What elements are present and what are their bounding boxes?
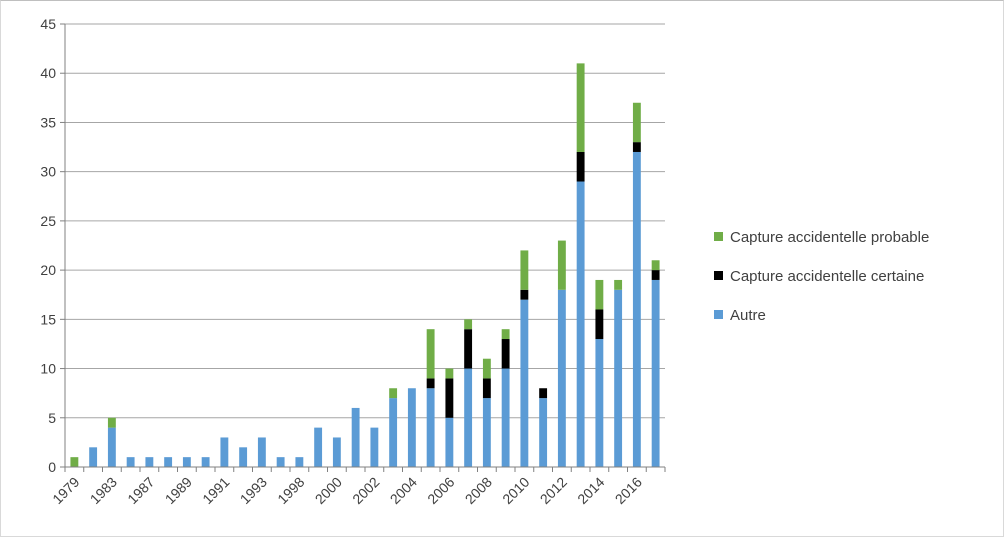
bar-capture-accidentelle-probable-2010 <box>520 250 529 290</box>
bar-autre-2009 <box>501 368 510 467</box>
bar-capture-accidentelle-certaine-2011 <box>539 388 548 399</box>
x-tick-label: 1987 <box>124 474 157 507</box>
bar-autre-2014 <box>595 339 604 467</box>
y-tick-label: 20 <box>40 262 56 278</box>
bar-capture-accidentelle-certaine-2009 <box>501 339 510 369</box>
bars <box>70 63 660 467</box>
bar-capture-accidentelle-probable-2006 <box>445 368 454 379</box>
bar-autre-2003 <box>389 398 398 467</box>
bar-capture-accidentelle-probable-1979 <box>70 457 79 467</box>
bar-autre-2000 <box>332 437 341 467</box>
legend: Capture accidentelle probable Capture acc… <box>714 229 929 324</box>
x-tick-label: 1983 <box>87 474 120 507</box>
x-axis: 1979 1983 1987 1989 1991 1993 1998 2000 2002 2004… <box>49 466 666 507</box>
legend-label: Capture accidentelle certaine <box>730 268 924 285</box>
bar-autre-1980 <box>89 447 98 467</box>
x-tick-label: 2004 <box>387 474 420 507</box>
bar-capture-accidentelle-probable-2014 <box>595 279 604 310</box>
y-tick-label: 30 <box>40 164 56 180</box>
bar-capture-accidentelle-certaine-2017 <box>651 270 660 280</box>
bar-autre-2016 <box>632 151 641 467</box>
bar-capture-accidentelle-probable-2015 <box>614 279 623 290</box>
bar-capture-accidentelle-certaine-2008 <box>482 378 491 399</box>
bar-autre-2011 <box>539 398 548 467</box>
bar-autre-1988 <box>164 457 173 467</box>
bar-capture-accidentelle-probable-2003 <box>389 388 398 399</box>
bar-autre-1999 <box>314 427 323 467</box>
bar-autre-1987 <box>145 457 154 467</box>
y-tick-label: 0 <box>48 459 56 475</box>
x-tick-label: 2000 <box>312 474 345 507</box>
bar-autre-1983 <box>107 427 116 467</box>
y-tick-label: 25 <box>40 213 56 229</box>
legend-swatch-autre <box>714 310 723 319</box>
bar-capture-accidentelle-probable-2009 <box>501 329 510 340</box>
y-tick-label: 45 <box>40 16 56 32</box>
y-tick-label: 35 <box>40 114 56 130</box>
bar-autre-1989 <box>182 457 191 467</box>
y-tick-label: 15 <box>40 311 56 327</box>
x-tick-label: 2014 <box>574 474 607 507</box>
x-tick-label: 2008 <box>462 474 495 507</box>
bar-autre-1992 <box>239 447 248 467</box>
bar-capture-accidentelle-certaine-2007 <box>464 329 473 369</box>
bar-autre-2007 <box>464 368 473 467</box>
legend-swatch-capture-accidentelle-probable <box>714 232 723 241</box>
x-tick-label: 1993 <box>237 474 270 507</box>
bar-autre-1991 <box>220 437 229 467</box>
bar-capture-accidentelle-certaine-2010 <box>520 289 529 300</box>
x-tick-label: 1998 <box>274 474 307 507</box>
x-tick-label: 2012 <box>537 474 570 507</box>
legend-label: Autre <box>730 307 766 324</box>
bar-autre-2017 <box>651 279 660 467</box>
x-tick-label: 1979 <box>49 474 82 507</box>
bar-capture-accidentelle-certaine-2006 <box>445 378 454 418</box>
y-tick-label: 40 <box>40 65 56 81</box>
bar-autre-2004 <box>407 388 416 467</box>
bar-autre-1986 <box>126 457 135 467</box>
bar-autre-1997 <box>276 457 285 467</box>
y-axis: 0 5 10 15 20 25 30 35 40 45 <box>40 16 66 475</box>
bar-capture-accidentelle-probable-2008 <box>482 358 491 379</box>
bar-autre-1990 <box>201 457 210 467</box>
x-tick-label: 2002 <box>349 474 382 507</box>
bar-capture-accidentelle-probable-2013 <box>576 63 585 152</box>
y-tick-label: 10 <box>40 361 56 377</box>
gridlines <box>65 23 665 419</box>
bar-autre-2001 <box>351 407 360 467</box>
bar-capture-accidentelle-certaine-2013 <box>576 151 585 182</box>
y-tick-label: 5 <box>48 410 56 426</box>
bar-autre-2006 <box>445 417 454 467</box>
bar-capture-accidentelle-probable-2017 <box>651 260 660 271</box>
bar-capture-accidentelle-certaine-2014 <box>595 309 604 340</box>
x-tick-label: 2016 <box>612 474 645 507</box>
x-tick-label: 2010 <box>499 474 532 507</box>
bar-capture-accidentelle-probable-2012 <box>557 240 566 290</box>
bar-autre-2008 <box>482 398 491 467</box>
legend-swatch-capture-accidentelle-certaine <box>714 271 723 280</box>
bar-autre-2002 <box>370 427 379 467</box>
bar-autre-2015 <box>614 289 623 467</box>
bar-capture-accidentelle-certaine-2005 <box>426 378 435 389</box>
bar-autre-2013 <box>576 181 585 467</box>
bar-autre-1998 <box>295 457 304 467</box>
x-tick-label: 1989 <box>162 474 195 507</box>
x-tick-label: 2006 <box>424 474 457 507</box>
bar-capture-accidentelle-certaine-2016 <box>632 142 641 152</box>
bar-autre-2005 <box>426 388 435 467</box>
x-tick-label: 1991 <box>199 474 232 507</box>
bar-capture-accidentelle-probable-2007 <box>464 319 473 330</box>
bar-autre-1993 <box>257 437 266 467</box>
bar-autre-2012 <box>557 289 566 467</box>
legend-label: Capture accidentelle probable <box>730 229 929 246</box>
bar-autre-2010 <box>520 299 529 467</box>
bar-capture-accidentelle-probable-2016 <box>632 102 641 143</box>
bar-capture-accidentelle-probable-2005 <box>426 329 435 379</box>
bar-capture-accidentelle-probable-1983 <box>107 417 116 428</box>
